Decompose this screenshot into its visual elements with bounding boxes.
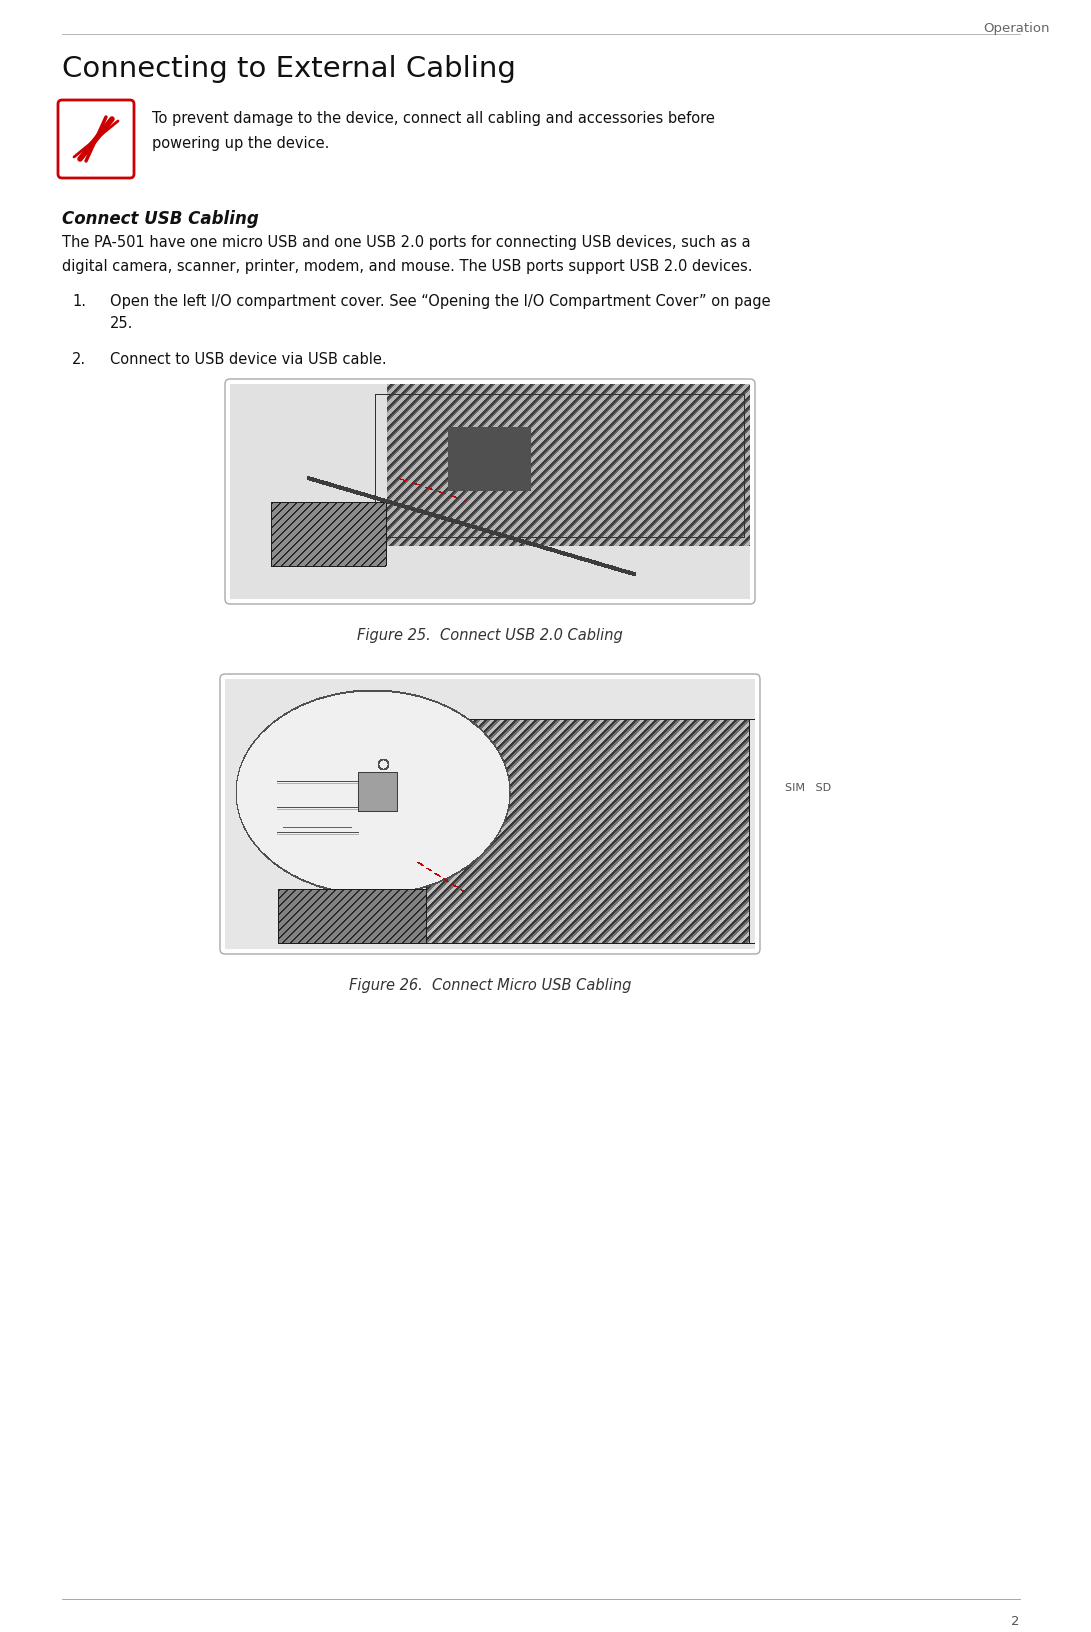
Text: SIM   SD: SIM SD xyxy=(786,782,831,792)
Text: The PA-501 have one micro USB and one USB 2.0 ports for connecting USB devices, : The PA-501 have one micro USB and one US… xyxy=(62,235,753,274)
Text: Figure 26.  Connect Micro USB Cabling: Figure 26. Connect Micro USB Cabling xyxy=(349,978,632,992)
Text: 2.: 2. xyxy=(72,353,86,367)
Text: 25.: 25. xyxy=(110,317,133,331)
Text: Operation: Operation xyxy=(983,21,1050,34)
Text: Figure 25.  Connect USB 2.0 Cabling: Figure 25. Connect USB 2.0 Cabling xyxy=(357,628,623,643)
FancyBboxPatch shape xyxy=(58,101,134,180)
Text: Open the left I/O compartment cover. See “Opening the I/O Compartment Cover” on : Open the left I/O compartment cover. See… xyxy=(110,294,770,308)
Text: Connect USB Cabling: Connect USB Cabling xyxy=(62,211,259,228)
Text: To prevent damage to the device, connect all cabling and accessories before
powe: To prevent damage to the device, connect… xyxy=(152,111,715,150)
Text: 2: 2 xyxy=(1011,1614,1020,1627)
Text: 1.: 1. xyxy=(72,294,86,308)
Text: Connecting to External Cabling: Connecting to External Cabling xyxy=(62,55,516,83)
Text: Connect to USB device via USB cable.: Connect to USB device via USB cable. xyxy=(110,353,386,367)
